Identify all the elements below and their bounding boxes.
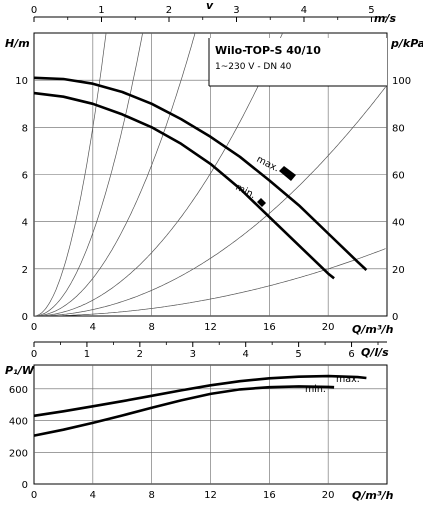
y2-tick-1: 20	[392, 265, 405, 276]
lower-y-tick-2: 400	[9, 417, 28, 428]
pump-curve-min	[33, 91, 335, 280]
min-curve-label-text: min.	[234, 182, 258, 201]
lower-x-axis-label: Q/m³/h	[352, 489, 394, 502]
lower-x2-axis-label: Q/l/s	[361, 346, 389, 359]
x2-axis-label: v	[206, 0, 214, 12]
velocity-tick-1: 1	[98, 5, 104, 16]
ls-tick-2: 2	[137, 349, 143, 360]
velocity-tick-4: 4	[301, 5, 307, 16]
system-curve-0	[34, 33, 107, 316]
y2-tick-3: 60	[392, 171, 405, 182]
lower-x-tick-0: 0	[31, 490, 37, 501]
y-tick-4: 8	[22, 123, 28, 134]
chart-subtitle: 1~230 V - DN 40	[215, 62, 292, 72]
lower-x-tick-3: 12	[204, 490, 217, 501]
x2-axis-unit: m/s	[374, 12, 396, 25]
lower-x-tick-5: 20	[322, 490, 335, 501]
velocity-tick-0: 0	[31, 5, 37, 16]
y-tick-5: 10	[15, 76, 28, 87]
y-tick-1: 2	[22, 265, 28, 276]
y2-tick-0: 0	[392, 312, 398, 323]
x-tick-0: 0	[31, 322, 37, 333]
lower-chart-series	[33, 374, 367, 437]
system-curve-3	[34, 33, 284, 316]
lower-y-axis-label: P₁/W	[5, 364, 35, 377]
title-box	[209, 38, 387, 86]
velocity-tick-3: 3	[233, 5, 239, 16]
system-curve-5	[34, 248, 386, 316]
ls-tick-5: 5	[295, 349, 301, 360]
upper-chart-series	[33, 76, 368, 280]
y2-tick-2: 40	[392, 218, 405, 229]
lower-min-label: min.	[305, 384, 326, 395]
ls-tick-0: 0	[31, 349, 37, 360]
max-curve-marker	[279, 166, 296, 181]
ls-tick-1: 1	[84, 349, 90, 360]
y-axis-label: H/m	[5, 37, 30, 50]
chart-title: Wilo-TOP-S 40/10	[215, 44, 321, 57]
max-curve-label: max.	[255, 154, 296, 181]
x-axis-label: Q/m³/h	[352, 323, 394, 336]
y2-tick-5: 100	[392, 76, 411, 87]
system-curve-1	[34, 33, 143, 316]
system-curve-4	[34, 86, 386, 316]
x-tick-1: 4	[90, 322, 96, 333]
lower-x-tick-2: 8	[148, 490, 154, 501]
lower-x-tick-4: 16	[263, 490, 276, 501]
lower-max-label: max.	[336, 374, 360, 385]
y2-tick-4: 80	[392, 123, 405, 134]
lower-y-tick-0: 0	[22, 480, 28, 491]
ls-tick-4: 4	[243, 349, 249, 360]
lower-y-tick-1: 200	[9, 448, 28, 459]
y-tick-2: 4	[22, 218, 28, 229]
velocity-tick-2: 2	[166, 5, 172, 16]
min-curve-marker	[257, 198, 266, 207]
y2-axis-label: p/kPa	[390, 37, 423, 50]
x-tick-5: 20	[322, 322, 335, 333]
ls-tick-6: 6	[348, 349, 354, 360]
velocity-tick-5: 5	[368, 5, 374, 16]
y-tick-0: 0	[22, 312, 28, 323]
lower-y-tick-3: 600	[9, 385, 28, 396]
pump-curve-max	[33, 76, 368, 271]
lower-x-tick-1: 4	[90, 490, 96, 501]
x-tick-3: 12	[204, 322, 217, 333]
ls-tick-3: 3	[190, 349, 196, 360]
y-tick-3: 6	[22, 171, 28, 182]
x-tick-2: 8	[148, 322, 154, 333]
min-curve-label: min.	[234, 182, 266, 207]
system-curve-2	[34, 33, 196, 316]
power-curve-max	[33, 374, 367, 418]
x-tick-4: 16	[263, 322, 276, 333]
system-curves	[34, 33, 386, 316]
power-curve-min	[33, 385, 335, 437]
